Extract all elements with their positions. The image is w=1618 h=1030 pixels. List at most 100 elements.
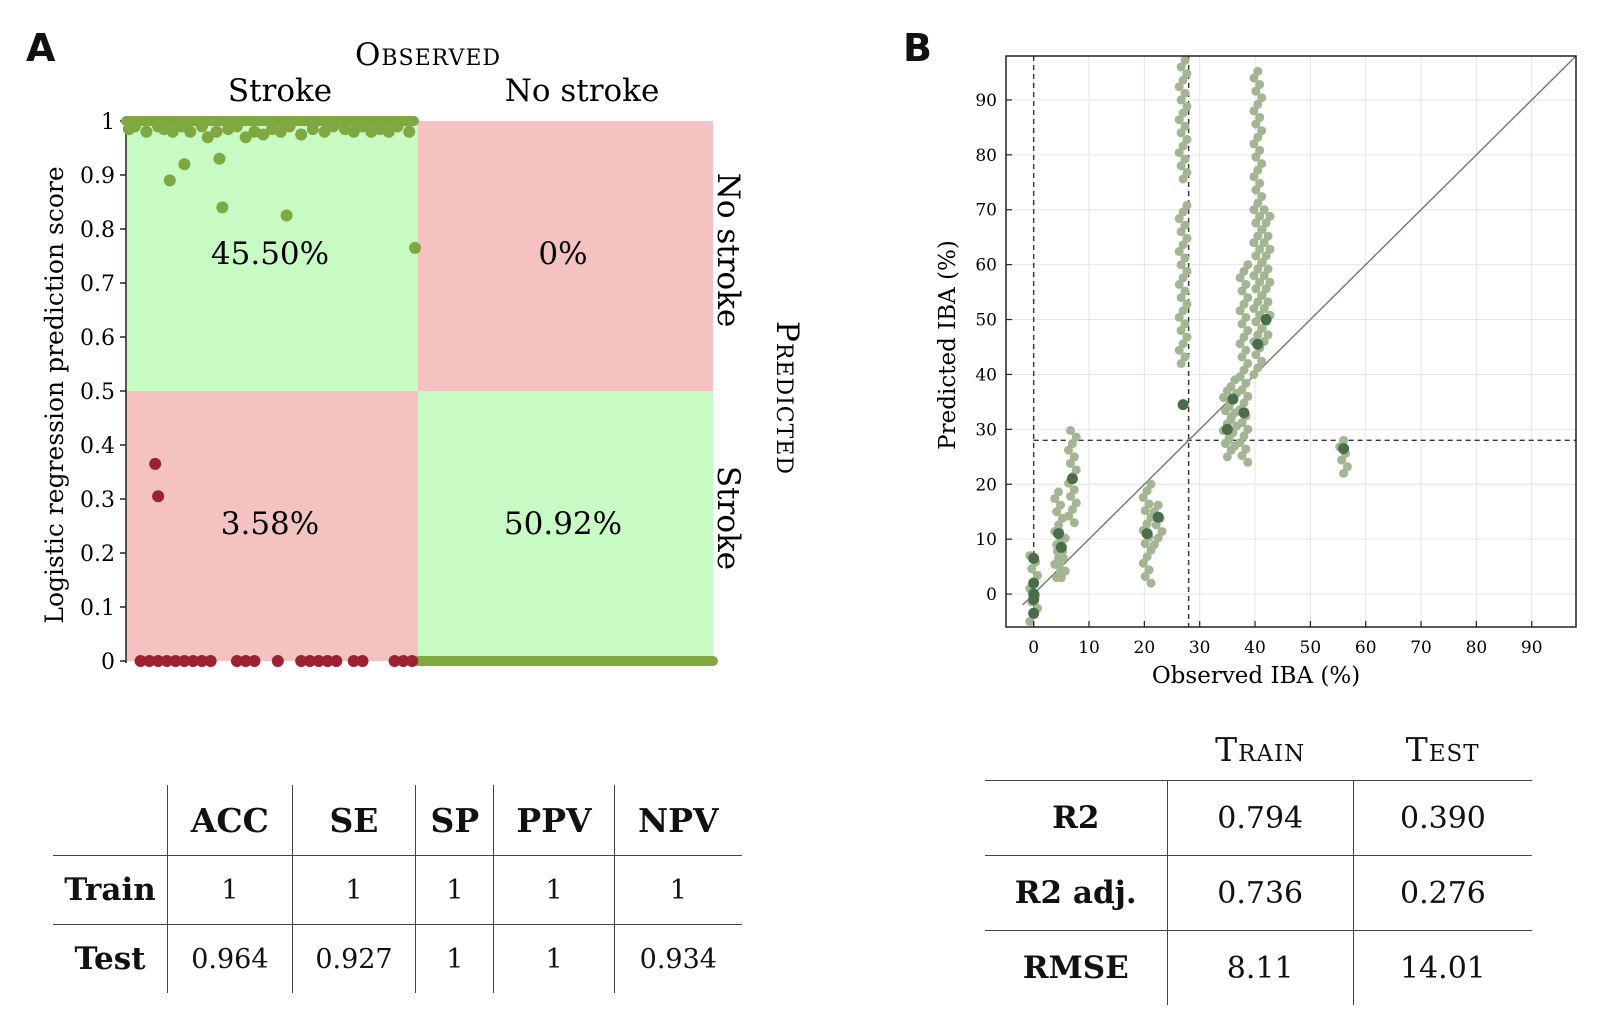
iba-point (1180, 319, 1190, 329)
score-point-stroke (216, 201, 229, 214)
iba-point (1140, 506, 1150, 516)
iba-point (1257, 290, 1267, 300)
score-point-stroke (409, 241, 422, 254)
y-tick-label-a: 0.1 (80, 596, 115, 621)
iba-point (1182, 200, 1192, 210)
iba-point (1176, 227, 1186, 237)
score-point-stroke (239, 131, 252, 144)
score-point-misclassified (397, 655, 410, 667)
x-tick-label-b: 60 (1355, 638, 1377, 658)
iba-point (1224, 434, 1234, 444)
iba-point (1239, 332, 1249, 342)
iba-point (1339, 468, 1349, 478)
iba-point (1255, 80, 1265, 90)
iba-mean-point (1028, 594, 1040, 606)
iba-point (1064, 445, 1074, 455)
iba-point (1176, 62, 1186, 72)
iba-point (1253, 132, 1263, 142)
iba-point (1239, 398, 1249, 408)
iba-point (1249, 172, 1259, 182)
iba-point (1180, 286, 1190, 296)
iba-point (1178, 306, 1188, 316)
iba-point (1235, 372, 1245, 382)
iba-point (1218, 393, 1228, 403)
iba-point (1243, 457, 1253, 467)
iba-mean-point (1238, 407, 1250, 419)
iba-point (1261, 251, 1271, 261)
x-tick-label-b: 80 (1466, 638, 1488, 658)
iba-point (1251, 86, 1261, 96)
score-point-stroke (175, 120, 188, 133)
row-label-test: Test (53, 924, 168, 993)
iba-mean-point (1227, 393, 1239, 405)
row-label-no-stroke: No stroke (710, 173, 746, 328)
iba-mean-point (1260, 314, 1272, 326)
iba-point (1178, 339, 1188, 349)
iba-point (1257, 93, 1267, 103)
iba-point (1149, 540, 1159, 550)
y-tick-label-a: 0.5 (80, 380, 115, 405)
iba-point (1257, 224, 1267, 234)
iba-point (1182, 69, 1192, 79)
iba-point (1182, 332, 1192, 342)
metrics-table-classification: ACC SE SP PPV NPV Train 1 1 1 1 1 Test 0… (53, 785, 742, 993)
row-label-r2: R2 (985, 780, 1167, 856)
iba-point (1243, 293, 1253, 303)
iba-point (1182, 266, 1192, 276)
score-point-misclassified (160, 655, 173, 667)
iba-point (1243, 326, 1253, 336)
test-sp: 1 (415, 924, 494, 993)
iba-point (1255, 145, 1265, 155)
iba-point (1157, 526, 1167, 536)
rmse-train: 8.11 (1166, 930, 1354, 1005)
iba-point (1251, 317, 1261, 327)
iba-point (1257, 356, 1267, 366)
iba-point (1249, 271, 1259, 281)
iba-point (1251, 119, 1261, 129)
iba-point (1255, 211, 1265, 221)
iba-point (1176, 128, 1186, 138)
iba-point (1142, 519, 1152, 529)
score-point-stroke (178, 158, 191, 171)
iba-point (1146, 479, 1156, 489)
score-point-stroke (140, 125, 153, 138)
iba-point (1235, 438, 1245, 448)
iba-point (1243, 391, 1253, 401)
iba-point (1249, 73, 1259, 83)
iba-point (1182, 167, 1192, 177)
score-point-misclassified (388, 655, 401, 667)
iba-point (1251, 218, 1261, 228)
score-point-misclassified (321, 655, 334, 667)
iba-point (1251, 350, 1261, 360)
iba-point (1241, 444, 1251, 454)
iba-point (1257, 323, 1267, 333)
iba-point (1239, 431, 1249, 441)
iba-point (1337, 455, 1347, 465)
row-label-rmse: RMSE (985, 930, 1167, 1005)
iba-point (1263, 297, 1273, 307)
iba-point (1257, 126, 1267, 136)
iba-point (1237, 319, 1247, 329)
iba-point (1253, 264, 1263, 274)
iba-point (1071, 498, 1081, 508)
metrics-table-regression: Train Test R2 0.794 0.390 R2 adj. 0.736 … (985, 718, 1532, 1005)
y-axis-label-b: Predicted IBA (%) (935, 240, 961, 450)
iba-point (1180, 88, 1190, 98)
panel-label-b: B (903, 26, 932, 70)
score-point-misclassified (152, 490, 165, 503)
iba-point (1237, 385, 1247, 395)
train-acc: 1 (167, 855, 293, 925)
observed-title: Observed (355, 37, 501, 73)
row-label-stroke: Stroke (710, 466, 746, 570)
score-point-stroke (184, 125, 197, 138)
iba-point (1176, 358, 1186, 368)
cell-tr-percent: 0% (538, 236, 587, 272)
iba-point (1140, 571, 1150, 581)
iba-point (1174, 279, 1184, 289)
header-npv: NPV (613, 785, 742, 856)
train-se: 1 (291, 855, 416, 925)
cell-bl-percent: 3.58% (221, 506, 319, 542)
iba-scatter-chart: 0 10 20 30 40 50 60 70 80 90 0 10 20 30 40 50 60 70 80 90 O… (935, 55, 1577, 689)
train-npv: 1 (613, 855, 742, 925)
iba-point (1144, 499, 1154, 509)
